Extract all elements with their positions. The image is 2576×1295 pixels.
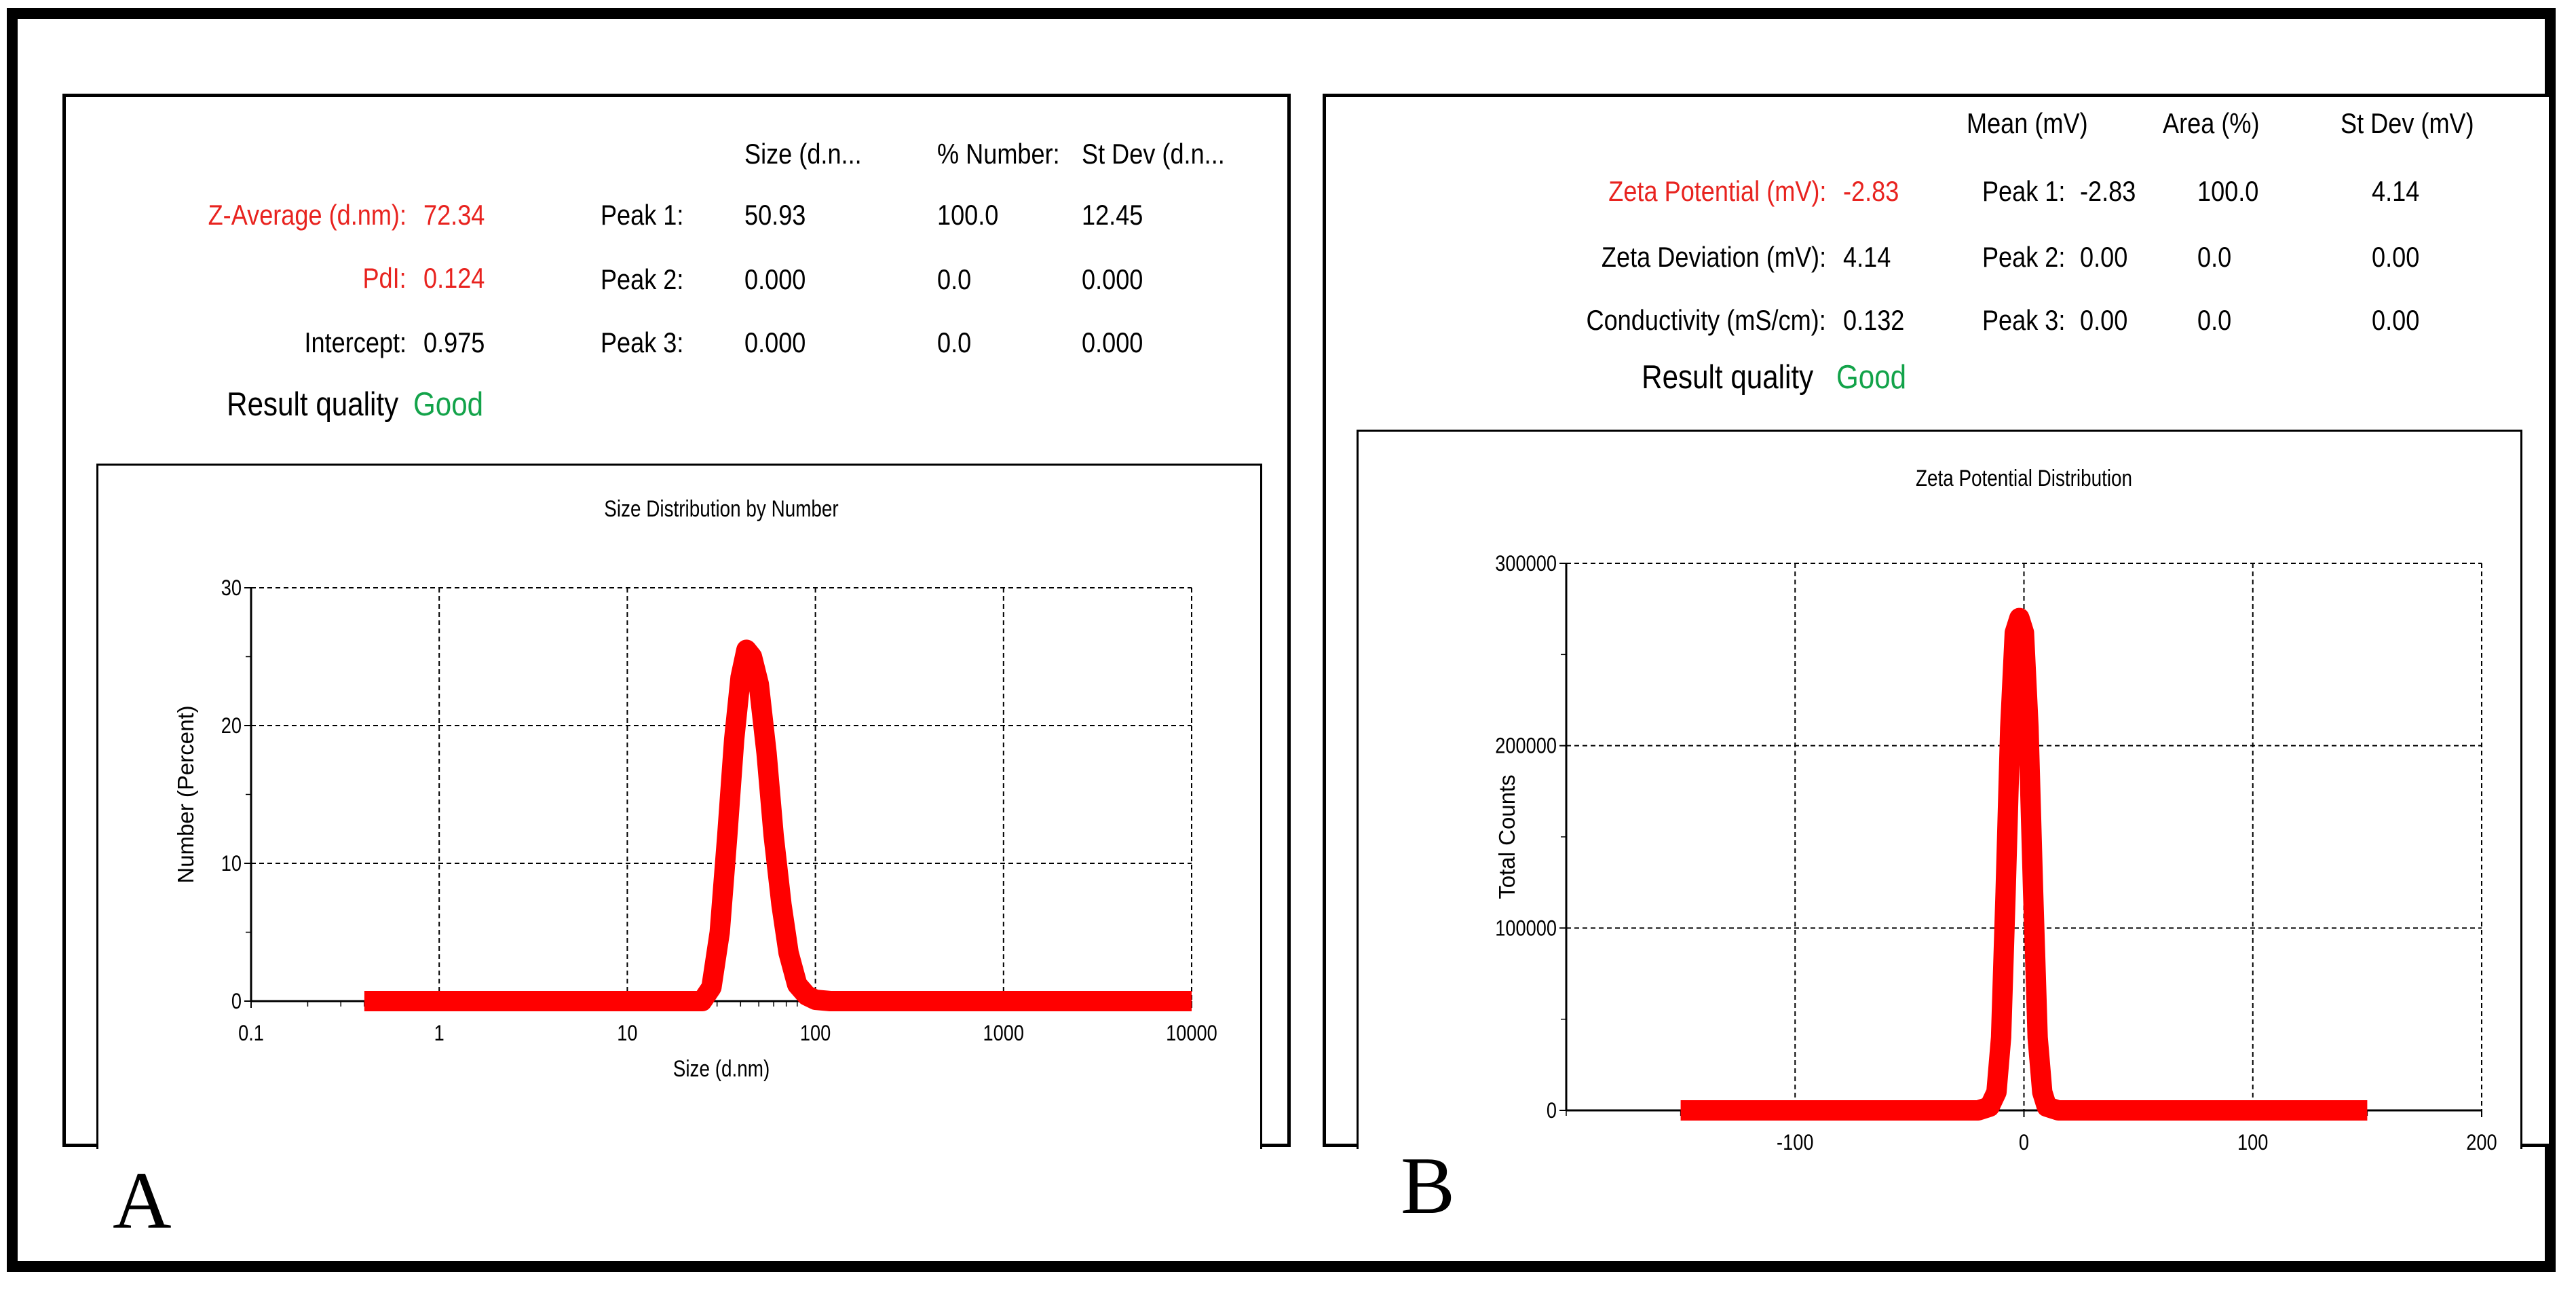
x-tick-label: 1000: [983, 1021, 1024, 1046]
area-column-header: Area (%): [2163, 107, 2260, 139]
y-tick-label: 30: [221, 576, 242, 601]
size-distribution-chart: Size Distribution by Number 0.1 1 10 100 1000…: [96, 464, 1262, 1149]
peak-3-size: 0.000: [744, 326, 806, 358]
peak-2-area: 0.0: [2197, 241, 2232, 273]
x-tick-label: -100: [1777, 1131, 1813, 1151]
peak-3-label: Peak 3:: [600, 326, 683, 358]
x-tick-label: 1: [434, 1021, 444, 1046]
result-quality-label: Result quality: [227, 386, 398, 423]
size-column-header: Size (d.n...: [744, 138, 862, 170]
distribution-curve: [364, 639, 1192, 1011]
y-tick-label: 10: [221, 852, 242, 876]
x-tick-label: 0: [2019, 1131, 2029, 1151]
x-tick-label: 200: [2466, 1131, 2497, 1151]
y-tick-label: 0: [231, 990, 242, 1014]
chart-title: Size Distribution by Number: [604, 495, 838, 521]
peak-3-label: Peak 3:: [1982, 304, 2065, 336]
zeta-results-panel: Mean (mV) Area (%) St Dev (mV) Zeta Pote…: [1323, 94, 2552, 1151]
size-results-panel: Size (d.n... % Number: St Dev (d.n... Z-…: [62, 94, 1291, 1149]
percent-number-column-header: % Number:: [937, 138, 1060, 170]
x-tick-label: 100: [2237, 1131, 2268, 1151]
peak-2-mean: 0.00: [2080, 241, 2128, 273]
y-tick-label: 200000: [1495, 734, 1557, 759]
y-axis-label: Number (Percent): [173, 705, 198, 883]
x-axis-label: Size (d.nm): [673, 1055, 770, 1081]
conductivity-label: Conductivity (mS/cm):: [1586, 304, 1826, 336]
figure-frame: Size (d.n... % Number: St Dev (d.n... Z-…: [7, 8, 2556, 1272]
peak-1-label: Peak 1:: [1982, 175, 2065, 207]
y-tick-label: 0: [1547, 1099, 1557, 1123]
peak-1-stdev: 12.45: [1082, 199, 1143, 231]
result-quality-value: Good: [1836, 359, 1907, 396]
x-tick-label: 100: [800, 1021, 831, 1046]
z-average-value: 72.34: [423, 199, 485, 231]
intercept-value: 0.975: [423, 326, 485, 358]
peak-1-label: Peak 1:: [600, 199, 683, 231]
peak-1-stdev: 4.14: [2372, 175, 2420, 207]
panel-b-letter: B: [1401, 1140, 1456, 1231]
y-tick-label: 20: [221, 714, 242, 738]
pdi-label: PdI:: [362, 262, 406, 294]
peak-2-stdev: 0.00: [2372, 241, 2420, 273]
peak-2-label: Peak 2:: [600, 263, 683, 295]
x-tick-label: 0.1: [238, 1021, 264, 1046]
peak-1-area: 100.0: [2197, 175, 2259, 207]
conductivity-value: 0.132: [1843, 304, 1905, 336]
zeta-distribution-chart: Zeta Potential Distribution -100 0 100 200 0 1…: [1357, 430, 2522, 1151]
zeta-deviation-label: Zeta Deviation (mV):: [1601, 241, 1826, 273]
x-tick-label: 10: [617, 1021, 637, 1046]
peak-1-percent: 100.0: [937, 199, 999, 231]
zeta-potential-label: Zeta Potential (mV):: [1608, 175, 1826, 207]
y-tick-label: 100000: [1495, 916, 1557, 941]
zeta-deviation-value: 4.14: [1843, 241, 1891, 273]
panel-a-letter: A: [113, 1155, 172, 1245]
zeta-distribution-plot: Zeta Potential Distribution -100 0 100 200 0 1…: [1494, 465, 2497, 1151]
peak-1-mean: -2.83: [2080, 175, 2136, 207]
peak-3-stdev: 0.000: [1082, 326, 1143, 358]
y-tick-label: 300000: [1495, 552, 1557, 576]
peak-3-mean: 0.00: [2080, 304, 2128, 336]
y-axis-label: Total Counts: [1494, 774, 1519, 899]
peak-2-size: 0.000: [744, 263, 806, 295]
mean-column-header: Mean (mV): [1967, 107, 2088, 139]
chart-title: Zeta Potential Distribution: [1916, 465, 2132, 491]
pdi-value: 0.124: [423, 262, 485, 294]
peak-2-label: Peak 2:: [1982, 241, 2065, 273]
distribution-curve: [1680, 607, 2368, 1121]
intercept-label: Intercept:: [304, 326, 406, 358]
zeta-potential-value: -2.83: [1843, 175, 1899, 207]
size-stdev-column-header: St Dev (d.n...: [1082, 138, 1225, 170]
result-quality-value: Good: [413, 386, 484, 423]
peak-3-percent: 0.0: [937, 326, 972, 358]
zeta-stdev-column-header: St Dev (mV): [2341, 107, 2474, 139]
x-tick-label: 10000: [1166, 1021, 1217, 1046]
z-average-label: Z-Average (d.nm):: [208, 199, 406, 231]
peak-3-area: 0.0: [2197, 304, 2232, 336]
peak-3-stdev: 0.00: [2372, 304, 2420, 336]
result-quality-label: Result quality: [1642, 359, 1813, 396]
peak-2-percent: 0.0: [937, 263, 972, 295]
peak-2-stdev: 0.000: [1082, 263, 1143, 295]
peak-1-size: 50.93: [744, 199, 806, 231]
